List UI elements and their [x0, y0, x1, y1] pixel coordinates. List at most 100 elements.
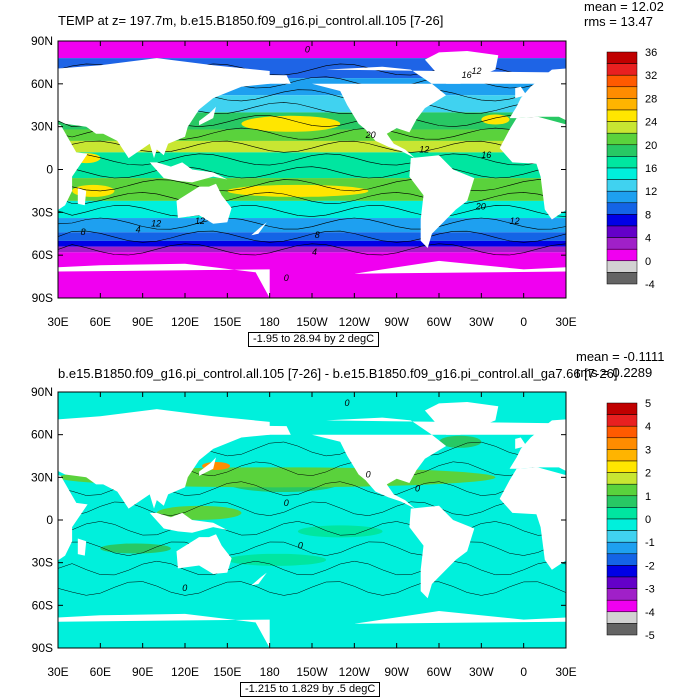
contour-label: 20: [475, 202, 486, 212]
colorbar-label: 8: [645, 209, 651, 221]
colorbar-swatch: [606, 588, 638, 601]
colorbar-swatch: [606, 472, 638, 485]
x-tick-label: 60E: [90, 315, 111, 329]
australia-land: [176, 534, 232, 574]
antarctica-land: [58, 613, 270, 648]
nz-land: [251, 572, 267, 586]
colorbar-swatch: [606, 449, 638, 462]
samerica-land-wrap: [409, 155, 475, 248]
namerica-land: [58, 423, 291, 435]
colorbar-label: 2: [645, 468, 651, 480]
colorbar-label: 3: [645, 444, 651, 456]
colorbar-label: 16: [645, 163, 657, 175]
colorbar-swatch: [606, 190, 638, 204]
africa-land: [58, 124, 88, 210]
panel2-rms: rms = 0.2289: [576, 365, 653, 380]
madagascar-land-wrap: [586, 188, 594, 205]
indonesia-land-wrap: [658, 162, 700, 182]
colorbar-swatch: [606, 541, 638, 555]
y-tick-label: 60N: [31, 428, 53, 442]
colorbar-label: 28: [645, 93, 657, 105]
contour-line: [58, 205, 566, 217]
anomaly-region: [297, 525, 383, 538]
panel1-rms: rms = 13.47: [584, 14, 654, 29]
temp-band: [58, 140, 566, 153]
colorbar-label: -5: [645, 630, 655, 642]
colorbar-swatch: [606, 437, 638, 450]
australia-land: [176, 183, 232, 224]
uk-land: [7, 87, 18, 98]
madagascar-land: [77, 188, 87, 206]
colorbar-swatch: [606, 225, 638, 238]
contour-line: [58, 166, 566, 179]
contour-label: 8: [81, 227, 86, 237]
colorbar-swatch: [606, 156, 638, 169]
y-tick-label: 30S: [32, 205, 53, 219]
x-tick-label: 120E: [171, 315, 199, 329]
uk-land: [7, 438, 18, 449]
colorbar-label: 1: [645, 491, 651, 503]
contour-label: 0: [415, 484, 420, 494]
colorbar-swatch: [606, 611, 638, 624]
contour-label: 4: [312, 247, 317, 257]
temp-band: [58, 232, 566, 241]
x-tick-label: 60W: [427, 665, 452, 679]
colorbar-swatch: [606, 402, 638, 415]
y-tick-label: 60S: [32, 248, 53, 262]
colorbar-swatch: [606, 599, 638, 613]
x-tick-label: 0: [520, 315, 527, 329]
contour-line: [58, 192, 566, 204]
contour-line: [58, 153, 566, 166]
colorbar-swatch: [606, 553, 638, 566]
contour-label: 12: [419, 144, 429, 154]
samerica-land-wrap: [409, 505, 475, 599]
colorbar-label: 12: [645, 186, 657, 198]
contour-line: [58, 217, 566, 230]
panel1-mean: mean = 12.02: [584, 0, 664, 14]
y-tick-label: 30S: [32, 556, 53, 570]
contour-label: 0: [182, 583, 187, 593]
contour-line: [58, 560, 566, 576]
colorbar-label: 5: [645, 398, 651, 410]
temp-band: [58, 246, 566, 253]
x-tick-label: 180: [260, 315, 280, 329]
colorbar-label: -4: [645, 607, 655, 619]
x-tick-label: 90E: [132, 315, 153, 329]
x-tick-label: 180: [260, 665, 280, 679]
x-tick-label: 0: [520, 665, 527, 679]
colorbar-swatch: [606, 167, 638, 180]
colorbar-label: 4: [645, 233, 651, 245]
x-tick-label: 120E: [171, 665, 199, 679]
x-tick-label: 90W: [384, 315, 409, 329]
contour-label: 0: [345, 398, 350, 408]
colorbar-swatch: [606, 576, 638, 589]
contour-label: 16: [462, 70, 472, 80]
y-tick-label: 0: [46, 513, 53, 527]
warm-pool: [481, 114, 510, 125]
colorbar-swatch: [606, 179, 638, 192]
warm-pool: [227, 184, 369, 197]
x-tick-label: 60W: [427, 315, 452, 329]
colorbar-swatch: [606, 565, 638, 578]
colorbar-swatch: [606, 144, 638, 157]
contour-label: 0: [284, 273, 289, 283]
colorbar-swatch: [606, 202, 638, 215]
panel1-title: TEMP at z= 197.7m, b.e15.B1850.f09_g16.p…: [58, 13, 444, 28]
colorbar-swatch: [606, 460, 638, 473]
y-tick-label: 0: [46, 163, 53, 177]
contour-line: [58, 581, 566, 596]
colorbar-label: -4: [645, 279, 655, 291]
x-tick-label: 90W: [384, 665, 409, 679]
antarctica-land: [58, 263, 270, 298]
x-tick-label: 30W: [469, 315, 494, 329]
colorbar-label: 32: [645, 70, 657, 82]
colorbar-swatch: [606, 483, 638, 497]
australia-land-wrap: [685, 184, 700, 224]
contour-label: 8: [315, 230, 320, 240]
colorbar-swatch: [606, 425, 638, 439]
x-tick-label: 30E: [47, 315, 68, 329]
contour-label: 16: [481, 150, 491, 160]
colorbar-swatch: [606, 518, 638, 531]
colorbar-swatch: [606, 74, 638, 88]
